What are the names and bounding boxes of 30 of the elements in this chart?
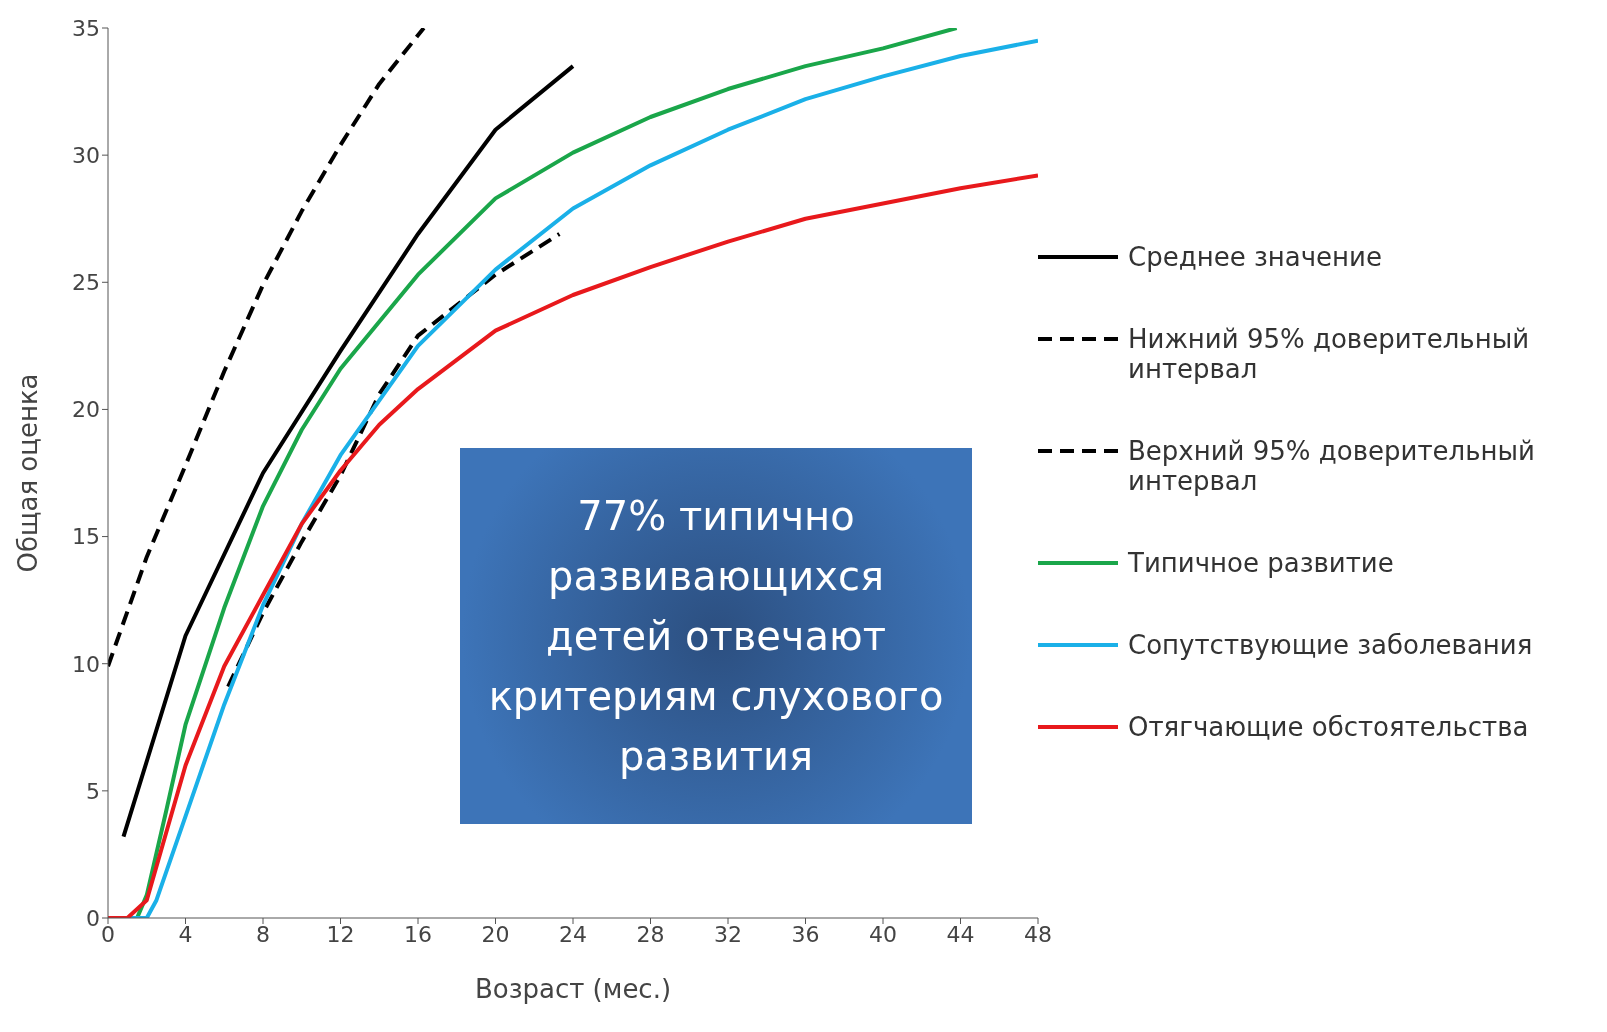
- x-tick-label: 44: [946, 921, 975, 947]
- line-series: [108, 28, 426, 669]
- x-tick-label: 40: [869, 921, 897, 947]
- y-tick-label: 10: [72, 651, 100, 677]
- legend-label: Отягчающие обстоятельства: [1128, 712, 1529, 742]
- x-tick-label: 16: [404, 921, 432, 947]
- x-tick-label: 48: [1024, 921, 1052, 947]
- y-tick-label: 30: [72, 142, 100, 168]
- x-tick-label: 28: [636, 921, 665, 947]
- y-tick-label: 0: [86, 905, 100, 931]
- x-axis-title: Возраст (мес.): [474, 974, 672, 1004]
- x-tick-label: 4: [178, 921, 193, 947]
- y-tick-label: 35: [72, 15, 100, 41]
- y-axis-title: Общая оценка: [13, 373, 44, 573]
- x-tick-label: 20: [481, 921, 510, 947]
- legend-label: Типичное развитие: [1128, 548, 1394, 578]
- x-tick-label: 36: [791, 921, 820, 947]
- legend-label: Нижний 95% доверительный интервал: [1128, 324, 1531, 384]
- y-tick-label: 20: [72, 397, 100, 423]
- legend-label: Сопутствующие заболевания: [1128, 630, 1533, 660]
- y-tick-label: 25: [72, 270, 100, 296]
- annotation: 77% типично развивающихся детей отвечают критериям слухового развития: [460, 448, 972, 824]
- legend-label: Верхний 95% доверительный интервал: [1128, 436, 1536, 496]
- x-tick-label: 24: [559, 921, 587, 947]
- x-tick-label: 8: [256, 921, 270, 947]
- x-tick-label: 12: [326, 921, 355, 947]
- y-tick-label: 5: [86, 778, 100, 804]
- x-tick-label: 32: [714, 921, 742, 947]
- y-tick-label: 15: [72, 524, 100, 550]
- legend-label: Среднее значение: [1128, 242, 1382, 272]
